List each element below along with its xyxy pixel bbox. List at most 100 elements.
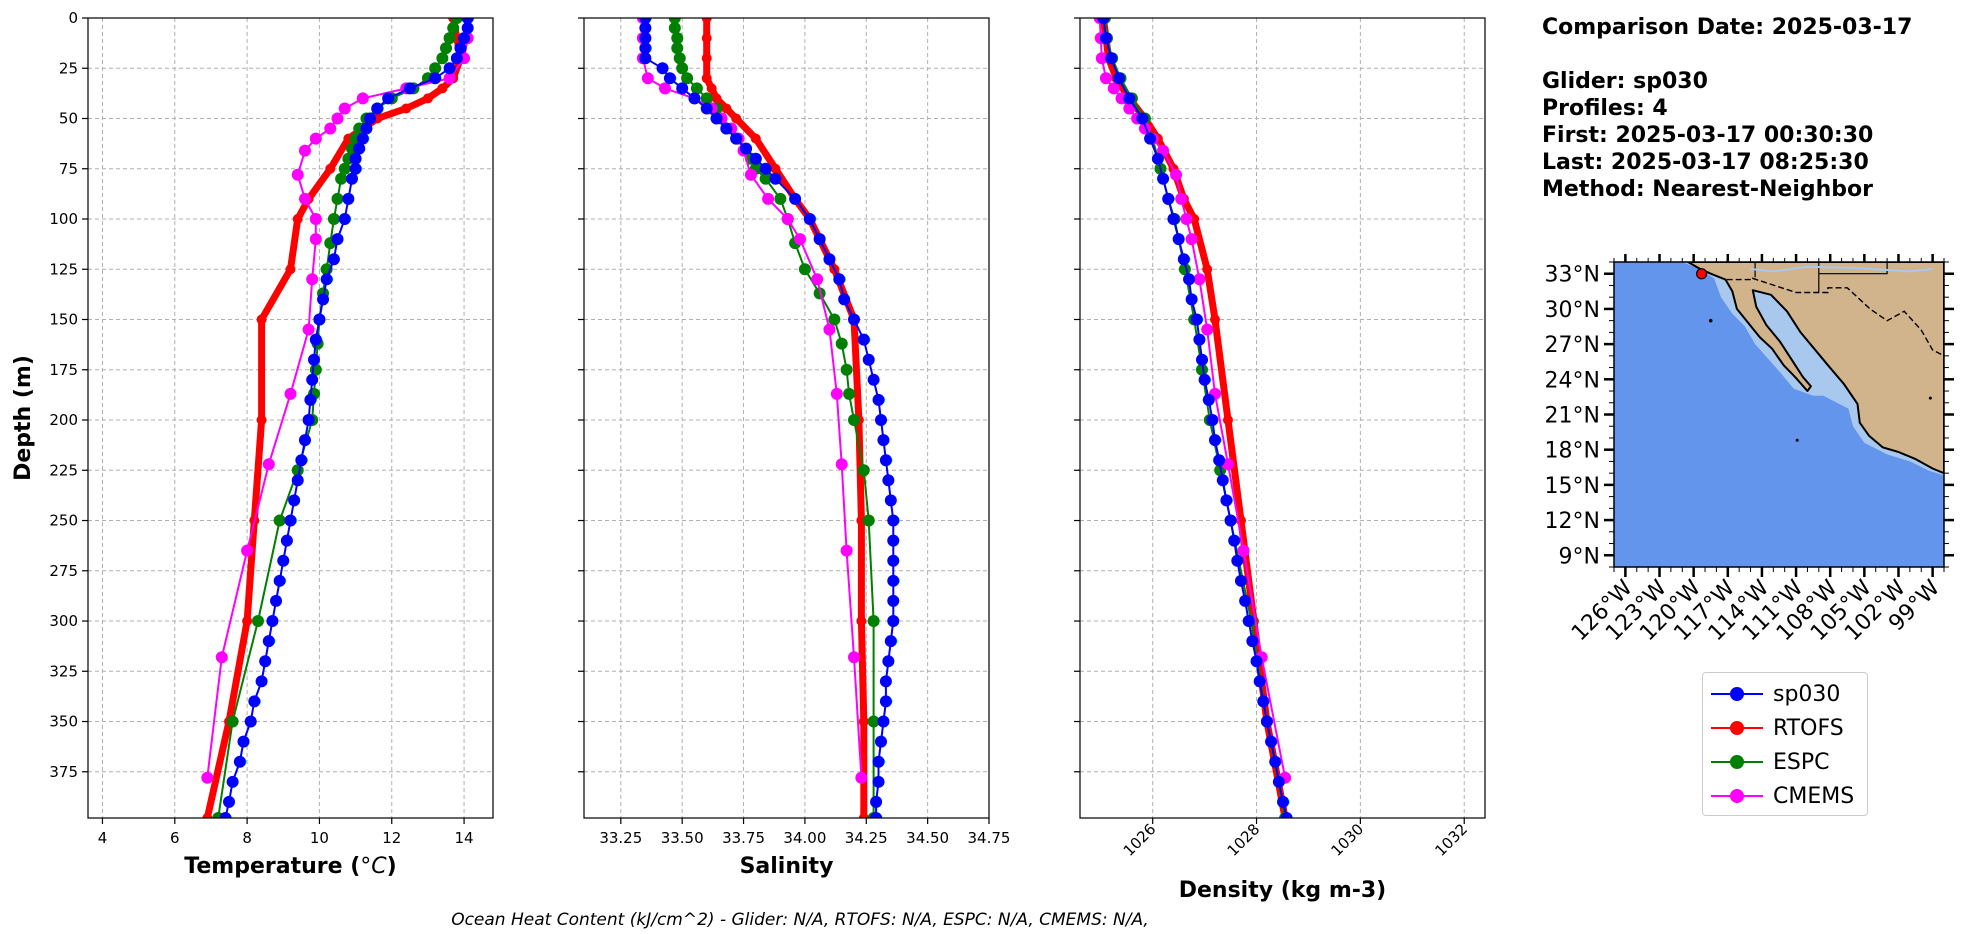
x-tick-label: 1026 <box>1120 820 1160 860</box>
data-point-cmems <box>823 323 836 336</box>
data-point-sp030 <box>1185 293 1198 306</box>
data-point-rtofs <box>292 214 303 225</box>
data-point-sp030 <box>720 122 733 135</box>
data-point-cmems <box>309 132 322 145</box>
legend-label: sp030 <box>1773 681 1841 707</box>
y-axis-label: Depth (m) <box>11 355 36 481</box>
info-block: Comparison Date: 2025-03-17 Glider: sp030… <box>1542 14 1912 203</box>
data-point-sp030 <box>353 142 366 155</box>
data-point-sp030 <box>454 42 467 55</box>
data-point-espc <box>335 172 348 185</box>
data-point-sp030 <box>345 172 358 185</box>
data-point-espc <box>273 514 286 527</box>
data-point-sp030 <box>360 122 373 135</box>
data-point-sp030 <box>867 373 880 386</box>
data-point-cmems <box>641 72 654 85</box>
data-point-sp030 <box>700 102 713 115</box>
data-point-sp030 <box>848 313 860 326</box>
data-point-cmems <box>215 651 228 664</box>
series-line-cmems <box>1098 18 1287 778</box>
data-point-cmems <box>1185 233 1198 246</box>
map-lat-label: 30°N <box>1545 298 1600 323</box>
data-point-sp030 <box>872 775 885 788</box>
data-point-sp030 <box>277 554 290 567</box>
last-time: Last: 2025-03-17 08:25:30 <box>1542 150 1869 175</box>
legend-swatch-cmems <box>1711 789 1763 803</box>
series-cmems <box>201 18 474 784</box>
data-point-rtofs <box>1202 264 1213 275</box>
data-point-sp030 <box>1172 233 1185 246</box>
data-point-cmems <box>291 168 304 181</box>
data-point-sp030 <box>676 82 689 95</box>
data-point-cmems <box>744 168 757 181</box>
data-point-sp030 <box>803 213 816 226</box>
x-tick-label: 4 <box>98 829 108 847</box>
data-point-espc <box>843 387 856 400</box>
x-axis-label: Density (kg m-3) <box>1179 878 1387 903</box>
legend-swatch-sp030 <box>1711 687 1763 701</box>
data-point-espc <box>867 715 880 728</box>
data-point-sp030 <box>1151 152 1164 165</box>
series-sp030 <box>1097 18 1293 818</box>
data-point-sp030 <box>429 72 442 85</box>
series-line-espc <box>673 18 875 818</box>
data-point-sp030 <box>877 715 890 728</box>
data-point-cmems <box>848 651 860 664</box>
data-point-espc <box>759 172 772 185</box>
data-point-sp030 <box>364 112 377 125</box>
data-point-sp030 <box>639 42 652 55</box>
data-point-cmems <box>356 92 369 105</box>
map-lat-label: 27°N <box>1545 333 1600 358</box>
series-espc <box>668 18 880 818</box>
data-point-espc <box>673 52 686 65</box>
y-tick-label: 100 <box>49 210 78 228</box>
x-tick-label: 12 <box>382 829 401 847</box>
data-point-sp030 <box>255 675 268 688</box>
glider-location-marker <box>1696 268 1708 280</box>
data-point-sp030 <box>656 62 669 75</box>
data-point-sp030 <box>1190 313 1203 326</box>
data-point-cmems <box>443 72 456 85</box>
data-point-espc <box>676 62 689 75</box>
data-point-sp030 <box>308 353 321 366</box>
data-point-espc <box>668 18 681 24</box>
data-point-cmems <box>1180 213 1193 226</box>
data-point-rtofs <box>202 813 213 818</box>
data-point-sp030 <box>1242 615 1255 628</box>
island-socorro <box>1795 438 1799 442</box>
border-us-mexico <box>1726 277 1944 357</box>
y-tick-label: 25 <box>59 59 78 77</box>
data-point-espc <box>436 52 449 65</box>
data-point-rtofs <box>770 163 781 174</box>
data-point-sp030 <box>1177 253 1190 266</box>
data-point-espc <box>447 22 460 35</box>
data-point-sp030 <box>789 192 802 205</box>
data-point-rtofs <box>1222 415 1233 426</box>
data-point-cmems <box>1175 192 1188 205</box>
data-point-espc <box>700 92 713 105</box>
x-tick-label: 1032 <box>1431 820 1471 860</box>
data-point-sp030 <box>1253 675 1266 688</box>
x-tick-label: 34.50 <box>906 829 949 847</box>
data-point-sp030 <box>1269 755 1282 768</box>
data-point-sp030 <box>306 373 319 386</box>
data-point-sp030 <box>443 62 456 75</box>
data-point-sp030 <box>280 534 293 547</box>
data-point-sp030 <box>749 152 762 165</box>
data-point-sp030 <box>309 333 322 346</box>
x-tick-label: 34.75 <box>968 829 1011 847</box>
x-tick-label: 1028 <box>1224 820 1264 860</box>
data-point-sp030 <box>710 112 723 125</box>
legend-swatch-espc <box>1711 755 1763 769</box>
data-point-sp030 <box>237 735 250 748</box>
data-point-rtofs <box>256 415 267 426</box>
data-point-sp030 <box>1196 353 1209 366</box>
data-point-sp030 <box>1097 18 1110 24</box>
data-point-rtofs <box>401 103 412 114</box>
data-point-rtofs <box>858 813 869 818</box>
x-tick-label: 34.25 <box>845 829 888 847</box>
data-point-cmems <box>762 192 775 205</box>
data-point-espc <box>439 42 452 55</box>
data-point-rtofs <box>858 716 869 727</box>
data-point-espc <box>1196 363 1209 376</box>
